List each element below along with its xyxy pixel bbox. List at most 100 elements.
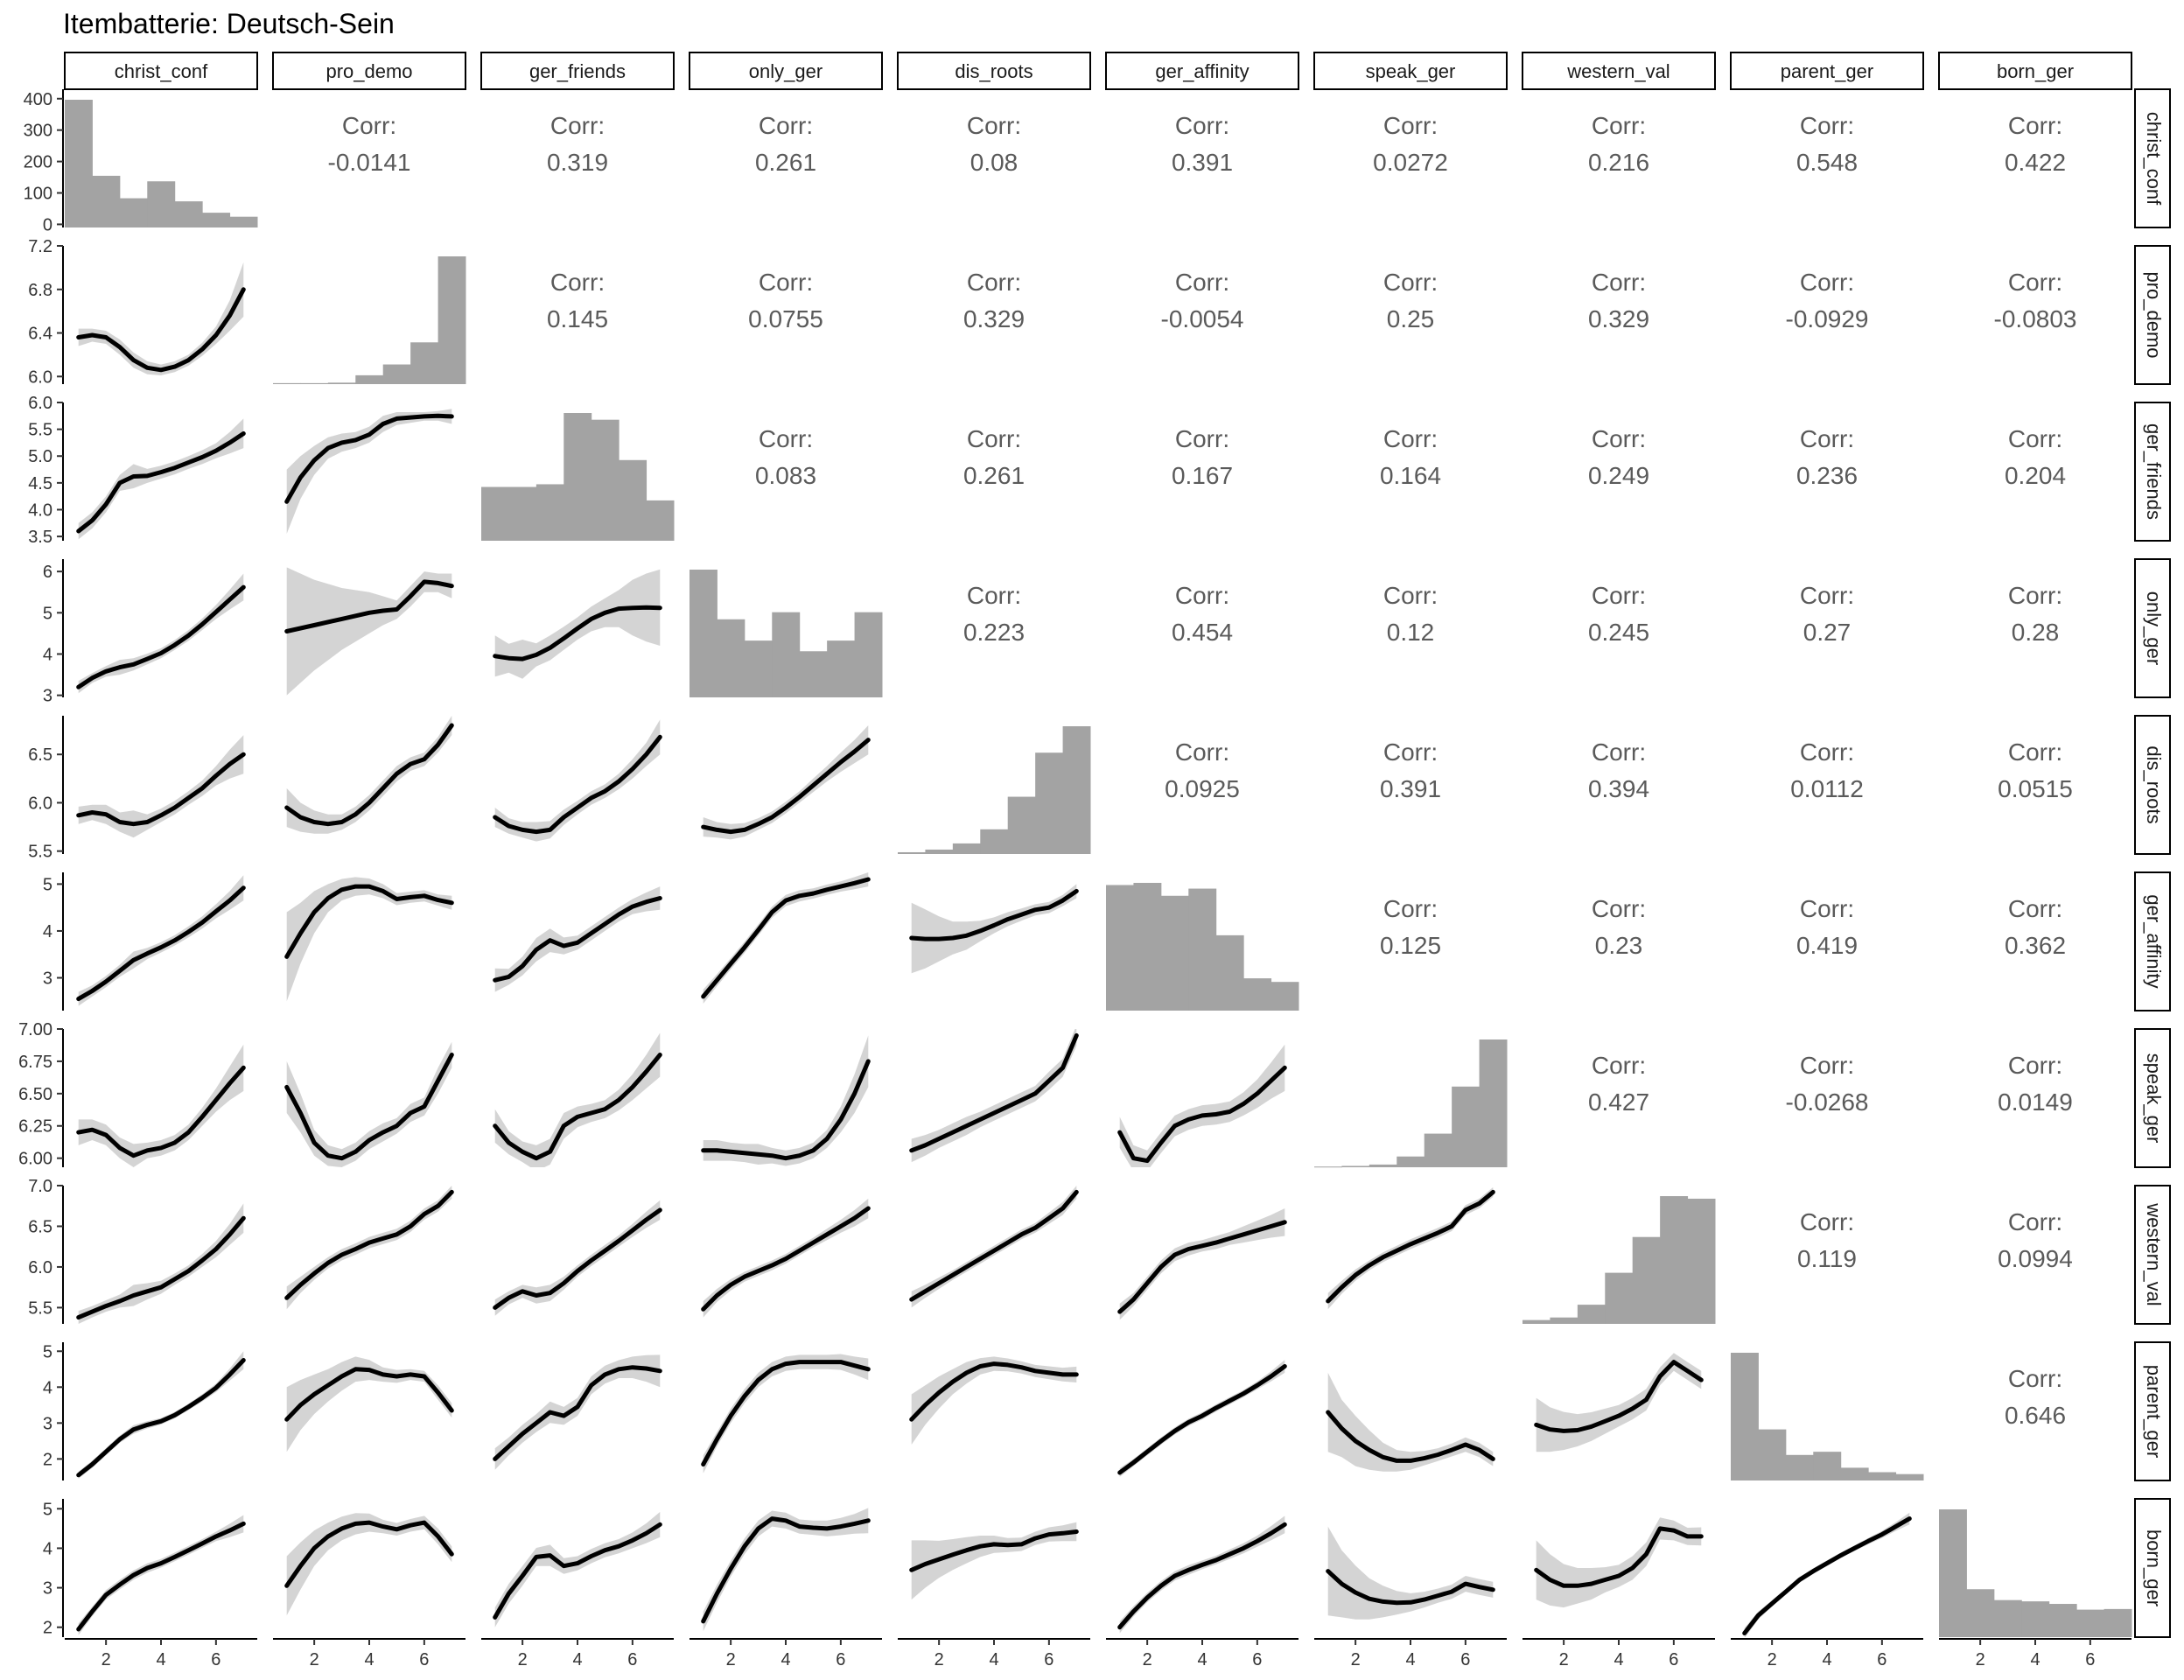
x-tick-label: 6 <box>627 1650 637 1670</box>
y-tick-label: 100 <box>24 185 52 204</box>
confidence-band <box>78 735 244 838</box>
row-strip-ger_friends <box>2134 402 2171 542</box>
histogram-bar <box>646 500 675 541</box>
corr-value: 0.0149 <box>1998 1088 2073 1116</box>
smooth-line <box>493 896 662 983</box>
corr-label: Corr: <box>967 425 1021 452</box>
smooth-line <box>1534 1360 1704 1433</box>
confidence-band <box>494 1032 661 1167</box>
smooth-line <box>1117 1065 1287 1164</box>
histogram-bar <box>438 256 466 384</box>
corr-value: 0.164 <box>1380 462 1441 489</box>
panel-dis_roots-christ_conf <box>76 735 246 838</box>
panel-speak_ger-pro_demo <box>284 1041 454 1167</box>
x-tick-label: 6 <box>836 1650 845 1670</box>
row-strip-only_ger <box>2134 558 2171 698</box>
column-strip-label: born_ger <box>1997 60 2074 82</box>
smooth-line <box>909 1362 1079 1422</box>
corr-value: 0.0994 <box>1998 1245 2073 1272</box>
panel-ger_affinity-ger_affinity <box>1106 883 1299 1011</box>
corr-label: Corr: <box>2008 895 2062 922</box>
panel-speak_ger-dis_roots <box>909 1029 1079 1163</box>
corr-value: 0.23 <box>1595 932 1643 959</box>
panel-dis_roots-parent_ger: Corr: 0.0112 <box>1790 738 1864 802</box>
confidence-band <box>494 1511 661 1628</box>
histogram-bar <box>1840 1467 1869 1480</box>
panel-dis_roots-ger_friends <box>493 719 662 842</box>
corr-value: 0.236 <box>1796 462 1858 489</box>
confidence-band <box>911 1029 1077 1163</box>
histogram-bar <box>1687 1198 1716 1324</box>
histogram-bar <box>273 382 301 384</box>
panel-christ_conf-ger_affinity: Corr: 0.391 <box>1172 112 1233 176</box>
panel-only_ger-born_ger: Corr: 0.28 <box>2008 582 2062 646</box>
histogram-bar <box>1479 1040 1508 1167</box>
x-tick-label: 6 <box>1044 1650 1054 1670</box>
corr-label: Corr: <box>1175 269 1229 296</box>
corr-value: -0.0268 <box>1786 1088 1869 1116</box>
corr-label: Corr: <box>1800 738 1854 766</box>
row-strip-ger_affinity <box>2134 872 2171 1012</box>
histogram-bar <box>1062 726 1091 854</box>
panel-speak_ger-only_ger <box>701 1035 871 1166</box>
histogram-bar <box>1452 1086 1480 1167</box>
smooth-line <box>701 1059 871 1161</box>
panel-dis_roots-speak_ger: Corr: 0.391 <box>1380 738 1441 802</box>
panel-christ_conf-dis_roots: Corr: 0.08 <box>967 112 1021 176</box>
corr-label: Corr: <box>2008 738 2062 766</box>
confidence-band <box>286 716 452 834</box>
histogram-bar <box>119 198 148 228</box>
panel-western_val-born_ger: Corr: 0.0994 <box>1998 1208 2073 1272</box>
panel-pro_demo-ger_affinity: Corr: -0.0054 <box>1161 269 1244 332</box>
histogram-bar <box>799 651 828 697</box>
panel-christ_conf-ger_friends: Corr: 0.319 <box>547 112 608 176</box>
corr-label: Corr: <box>1592 425 1646 452</box>
y-tick-label: 5.5 <box>28 843 52 862</box>
row-strip-label: christ_conf <box>2143 112 2165 206</box>
histogram-bar <box>1188 888 1217 1011</box>
smooth-line <box>909 888 1079 942</box>
corr-value: 0.394 <box>1588 775 1649 802</box>
panel-pro_demo-ger_friends: Corr: 0.145 <box>547 269 608 332</box>
confidence-band <box>286 409 452 534</box>
y-tick-label: 4 <box>43 1378 52 1397</box>
corr-label: Corr: <box>1175 738 1229 766</box>
x-tick-label: 4 <box>1822 1650 1831 1670</box>
corr-value: -0.0803 <box>1994 305 2077 332</box>
histogram-bar <box>382 364 411 384</box>
y-tick-label: 3 <box>43 1414 52 1433</box>
histogram-bar <box>1895 1474 1924 1480</box>
corr-label: Corr: <box>1800 112 1854 139</box>
x-tick-label: 2 <box>102 1650 111 1670</box>
panel-dis_roots-only_ger <box>701 725 871 840</box>
panel-pro_demo-born_ger: Corr: -0.0803 <box>1994 269 2077 332</box>
panel-parent_ger-dis_roots <box>909 1356 1079 1445</box>
x-tick-label: 4 <box>1197 1650 1207 1670</box>
corr-value: 0.261 <box>755 149 816 176</box>
corr-label: Corr: <box>1800 425 1854 452</box>
panel-only_ger-dis_roots: Corr: 0.223 <box>963 582 1025 646</box>
confidence-band <box>1327 1372 1494 1472</box>
confidence-band <box>494 569 661 679</box>
corr-label: Corr: <box>759 425 813 452</box>
panel-born_ger-parent_ger <box>1742 1512 1912 1637</box>
panel-western_val-ger_friends <box>493 1200 662 1316</box>
corr-value: 0.422 <box>2005 149 2066 176</box>
confidence-band <box>1744 1512 1910 1637</box>
panel-western_val-pro_demo <box>284 1186 454 1310</box>
y-tick-label: 7.2 <box>28 237 52 256</box>
histogram-bar <box>1396 1156 1425 1167</box>
corr-value: 0.0112 <box>1790 775 1864 802</box>
corr-label: Corr: <box>2008 582 2062 609</box>
panel-dis_roots-dis_roots <box>898 726 1091 854</box>
row-strip-label: parent_ger <box>2143 1365 2165 1458</box>
panel-speak_ger-born_ger: Corr: 0.0149 <box>1998 1052 2073 1116</box>
histogram-bar <box>744 640 773 697</box>
corr-value: 0.0272 <box>1373 149 1448 176</box>
panel-only_ger-christ_conf <box>76 573 246 694</box>
column-strip-dis_roots <box>897 52 1091 90</box>
y-tick-label: 5 <box>43 604 52 623</box>
confidence-band <box>703 1035 869 1166</box>
histogram-bar <box>147 181 176 228</box>
column-strip-label: ger_friends <box>529 60 626 82</box>
